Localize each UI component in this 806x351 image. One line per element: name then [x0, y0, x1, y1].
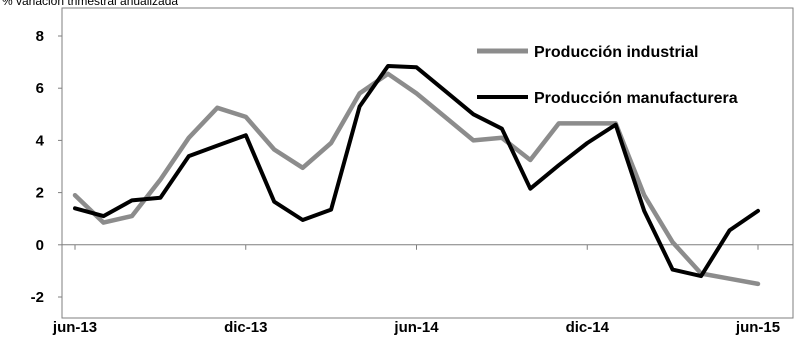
y-tick-label: 8 — [36, 28, 44, 45]
series-line-produccion-manufacturera — [73, 64, 760, 279]
x-tick-label: jun-13 — [52, 319, 97, 336]
y-tick-label: 4 — [36, 132, 45, 149]
y-tick-label: 2 — [36, 185, 44, 202]
legend: Producción industrial Producción manufact… — [477, 44, 738, 107]
legend-label-produccion-manufacturera: Producción manufacturera — [534, 90, 738, 107]
x-tick-label: jun-14 — [393, 319, 439, 336]
series-layer — [72, 64, 761, 287]
y-tick-label: 6 — [36, 80, 44, 97]
legend-label-produccion-industrial: Producción industrial — [534, 44, 698, 61]
x-tick-label: dic-13 — [224, 319, 267, 336]
x-tick-label: jun-15 — [735, 319, 780, 336]
y-tick-label: 0 — [36, 237, 44, 254]
series-line-produccion-industrial — [72, 71, 761, 287]
chart-subtitle: % variación trimestral anualizada — [2, 0, 178, 8]
y-tick-label: -2 — [31, 289, 44, 306]
x-tick-label: dic-14 — [566, 319, 610, 336]
axes: -2 0 2 4 6 8 jun-13 dic-13 jun-14 dic-14 jun-15 — [31, 8, 793, 336]
